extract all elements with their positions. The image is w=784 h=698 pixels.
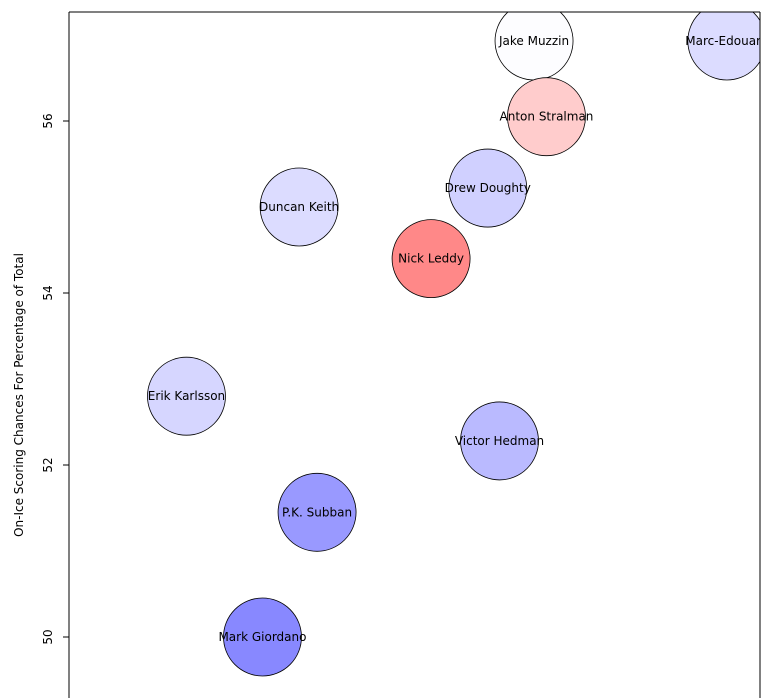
bubble-label: Anton Stralman — [500, 110, 594, 124]
bubble-circle — [460, 401, 539, 481]
bubble: Erik Karlsson — [147, 356, 226, 436]
bubble-label: Duncan Keith — [259, 200, 339, 214]
bubble: Marc-Edouard — [685, 12, 768, 81]
bubble-label: Victor Hedman — [455, 434, 544, 448]
bubble-label: Erik Karlsson — [148, 389, 225, 403]
y-axis-label: On-Ice Scoring Chances For Percentage of… — [12, 253, 26, 537]
y-tick-label: 54 — [41, 285, 55, 300]
bubble: Mark Giordano — [218, 597, 306, 677]
plot-frame — [68, 11, 761, 698]
bubble-label: Drew Doughty — [445, 181, 531, 195]
bubble-label: Marc-Edouard — [685, 34, 768, 48]
bubble-circle — [448, 148, 528, 228]
bubble-circle — [687, 12, 760, 81]
y-tick-label: 52 — [41, 457, 55, 472]
bubble: Drew Doughty — [445, 148, 531, 228]
bubble-circle — [391, 219, 471, 299]
y-axis: 50 52 54 56 — [41, 113, 69, 645]
bubble: P.K. Subban — [277, 472, 357, 552]
bubble: Duncan Keith — [259, 167, 339, 247]
bubble-circle — [277, 472, 357, 552]
bubble-label: Nick Leddy — [398, 252, 464, 266]
bubble-label: Mark Giordano — [218, 630, 306, 644]
bubble-circle — [147, 356, 226, 436]
bubble-circle — [259, 167, 339, 247]
bubble: Victor Hedman — [455, 401, 544, 481]
bubble-circle — [507, 77, 586, 157]
bubble: Nick Leddy — [391, 219, 471, 299]
bubble-circle — [223, 597, 302, 677]
bubbles-layer: Jake Muzzin Marc-Edouard Anton Stralman Dre… — [147, 12, 768, 677]
bubble: Jake Muzzin — [494, 12, 574, 81]
y-tick-label: 50 — [41, 629, 55, 644]
bubble-label: Jake Muzzin — [498, 34, 569, 48]
bubble: Anton Stralman — [500, 77, 594, 157]
bubble-label: P.K. Subban — [282, 505, 352, 519]
y-tick-label: 56 — [41, 113, 55, 128]
